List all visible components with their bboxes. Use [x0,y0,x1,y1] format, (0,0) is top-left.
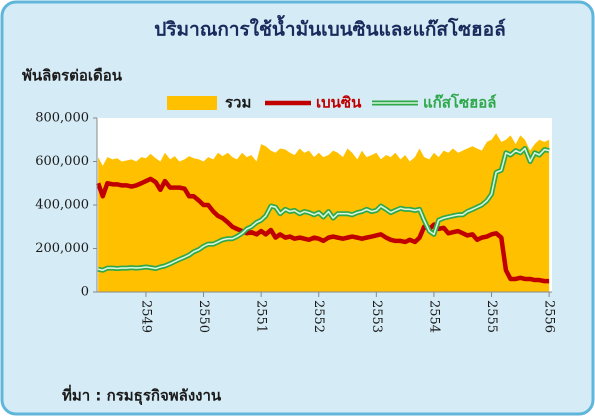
legend-label: รวม [225,94,251,112]
x-tick-label: 2552 [311,300,326,333]
y-tick-label: 200,000 [35,241,89,256]
y-tick-label: 400,000 [35,198,89,213]
legend-label: เบนซิน [316,94,362,112]
x-tick-label: 2556 [542,300,557,333]
y-tick-label: 0 [81,285,89,300]
x-tick-label: 2554 [426,300,441,333]
x-tick-label: 2550 [196,300,211,333]
y-axis-label: พันลิตรต่อเดือน [22,67,123,85]
chart-title: ปริมาณการใช้น้ำมันเบนซินและแก๊สโซฮอล์ [154,15,505,41]
source: ที่มา : กรมธุรกิจพลังงาน [62,385,222,406]
x-tick-label: 2551 [254,300,269,333]
y-tick-label: 600,000 [35,154,89,169]
legend-label: แก๊สโซฮอล์ [423,93,497,112]
legend-swatch [167,96,217,110]
x-tick-label: 2555 [484,300,499,333]
area [98,133,550,292]
line-highlight [97,147,550,272]
x-tick-label: 2553 [369,300,384,333]
line [96,176,550,284]
x-tick-label: 2549 [138,300,153,333]
y-tick-label: 800,000 [35,111,89,126]
